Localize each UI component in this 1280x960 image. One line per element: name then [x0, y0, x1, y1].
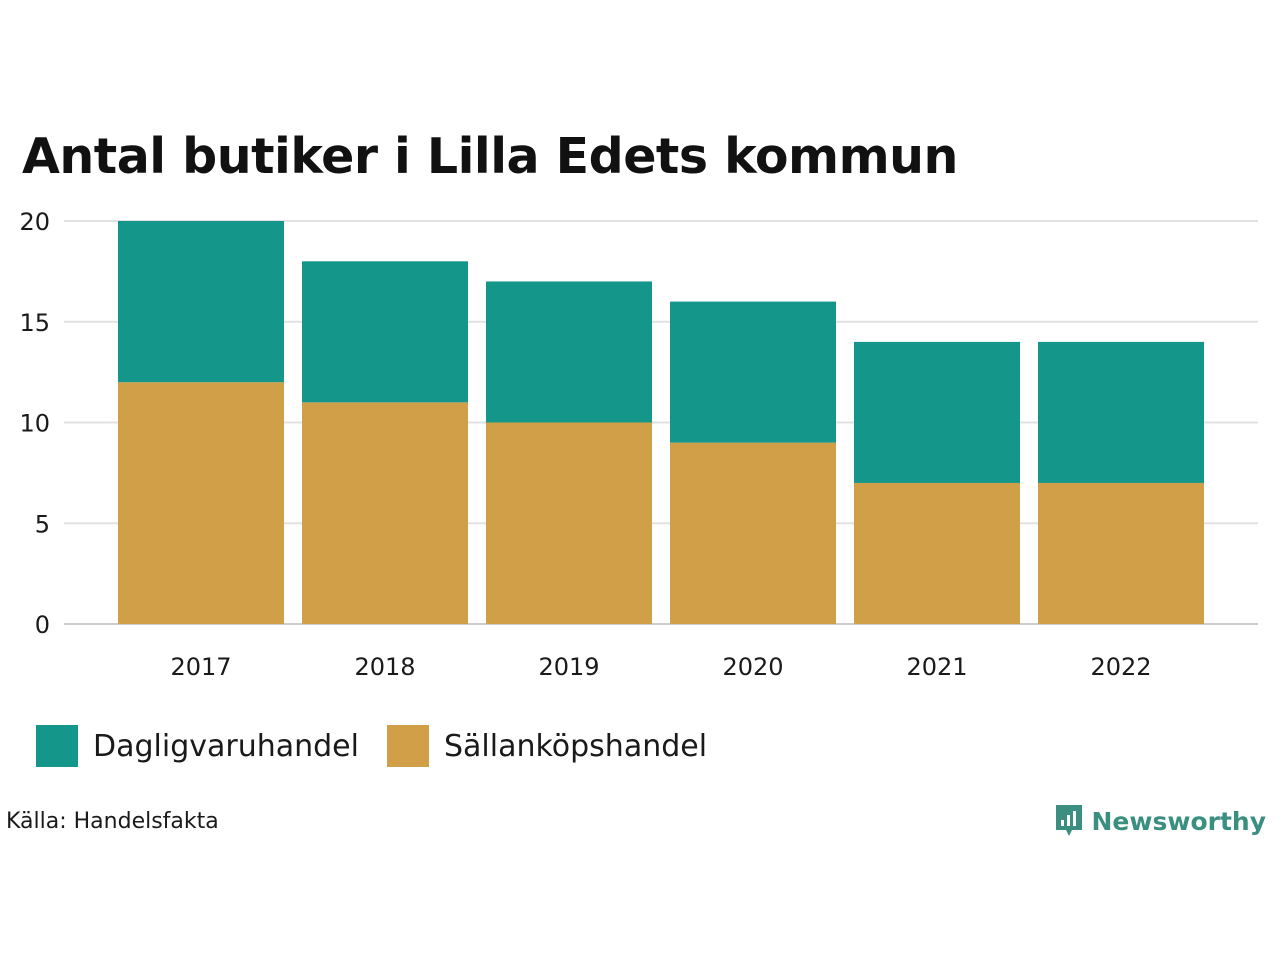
bar-dagligvaruhandel-2021: [854, 341, 1020, 483]
bar-dagligvaruhandel-2018: [302, 261, 468, 403]
legend-label-sallankopshandel: Sällanköpshandel: [443, 728, 708, 764]
x-tick-label-2018: 2018: [354, 653, 415, 681]
x-tick-label-2017: 2017: [170, 653, 231, 681]
legend-item-sallankopshandel: Sällanköpshandel: [386, 725, 708, 767]
legend-item-dagligvaruhandel: Dagligvaruhandel: [36, 725, 359, 767]
stacked-bar-chart: 0 5 10 15 20 2017 2018 2019 2020 2021 2022: [19, 208, 1258, 681]
brand-name: Newsworthy: [1091, 806, 1267, 836]
legend: Dagligvaruhandel Sällanköpshandel: [36, 725, 735, 767]
y-tick-label-15: 15: [19, 309, 50, 337]
x-tick-label-2021: 2021: [906, 653, 967, 681]
y-tick-label-20: 20: [19, 208, 50, 236]
legend-swatch-sallankopshandel: [386, 725, 429, 767]
bar-sallankopshandel-2019: [486, 422, 652, 624]
bar-sallankopshandel-2017: [118, 382, 284, 624]
x-tick-label-2022: 2022: [1090, 653, 1151, 681]
legend-swatch-dagligvaruhandel: [36, 725, 78, 767]
y-tick-label-10: 10: [19, 410, 50, 438]
x-tick-label-2020: 2020: [722, 653, 783, 681]
bar-dagligvaruhandel-2020: [670, 301, 836, 443]
bar-sallankopshandel-2020: [670, 442, 836, 624]
bar-dagligvaruhandel-2019: [486, 281, 652, 423]
bar-sallankopshandel-2022: [1038, 482, 1204, 624]
newsworthy-logo-icon: [1055, 805, 1082, 836]
bar-dagligvaruhandel-2022: [1038, 341, 1204, 483]
x-tick-label-2019: 2019: [538, 653, 599, 681]
brand: Newsworthy: [1054, 803, 1267, 839]
y-tick-label-0: 0: [35, 611, 50, 639]
bar-sallankopshandel-2021: [854, 482, 1020, 624]
y-tick-label-5: 5: [35, 510, 50, 538]
chart-title: Antal butiker i Lilla Edets kommun: [22, 128, 958, 185]
source-note: Källa: Handelsfakta: [6, 809, 219, 834]
bar-dagligvaruhandel-2017: [118, 221, 284, 383]
legend-label-dagligvaruhandel: Dagligvaruhandel: [93, 728, 359, 764]
bar-sallankopshandel-2018: [302, 402, 468, 624]
